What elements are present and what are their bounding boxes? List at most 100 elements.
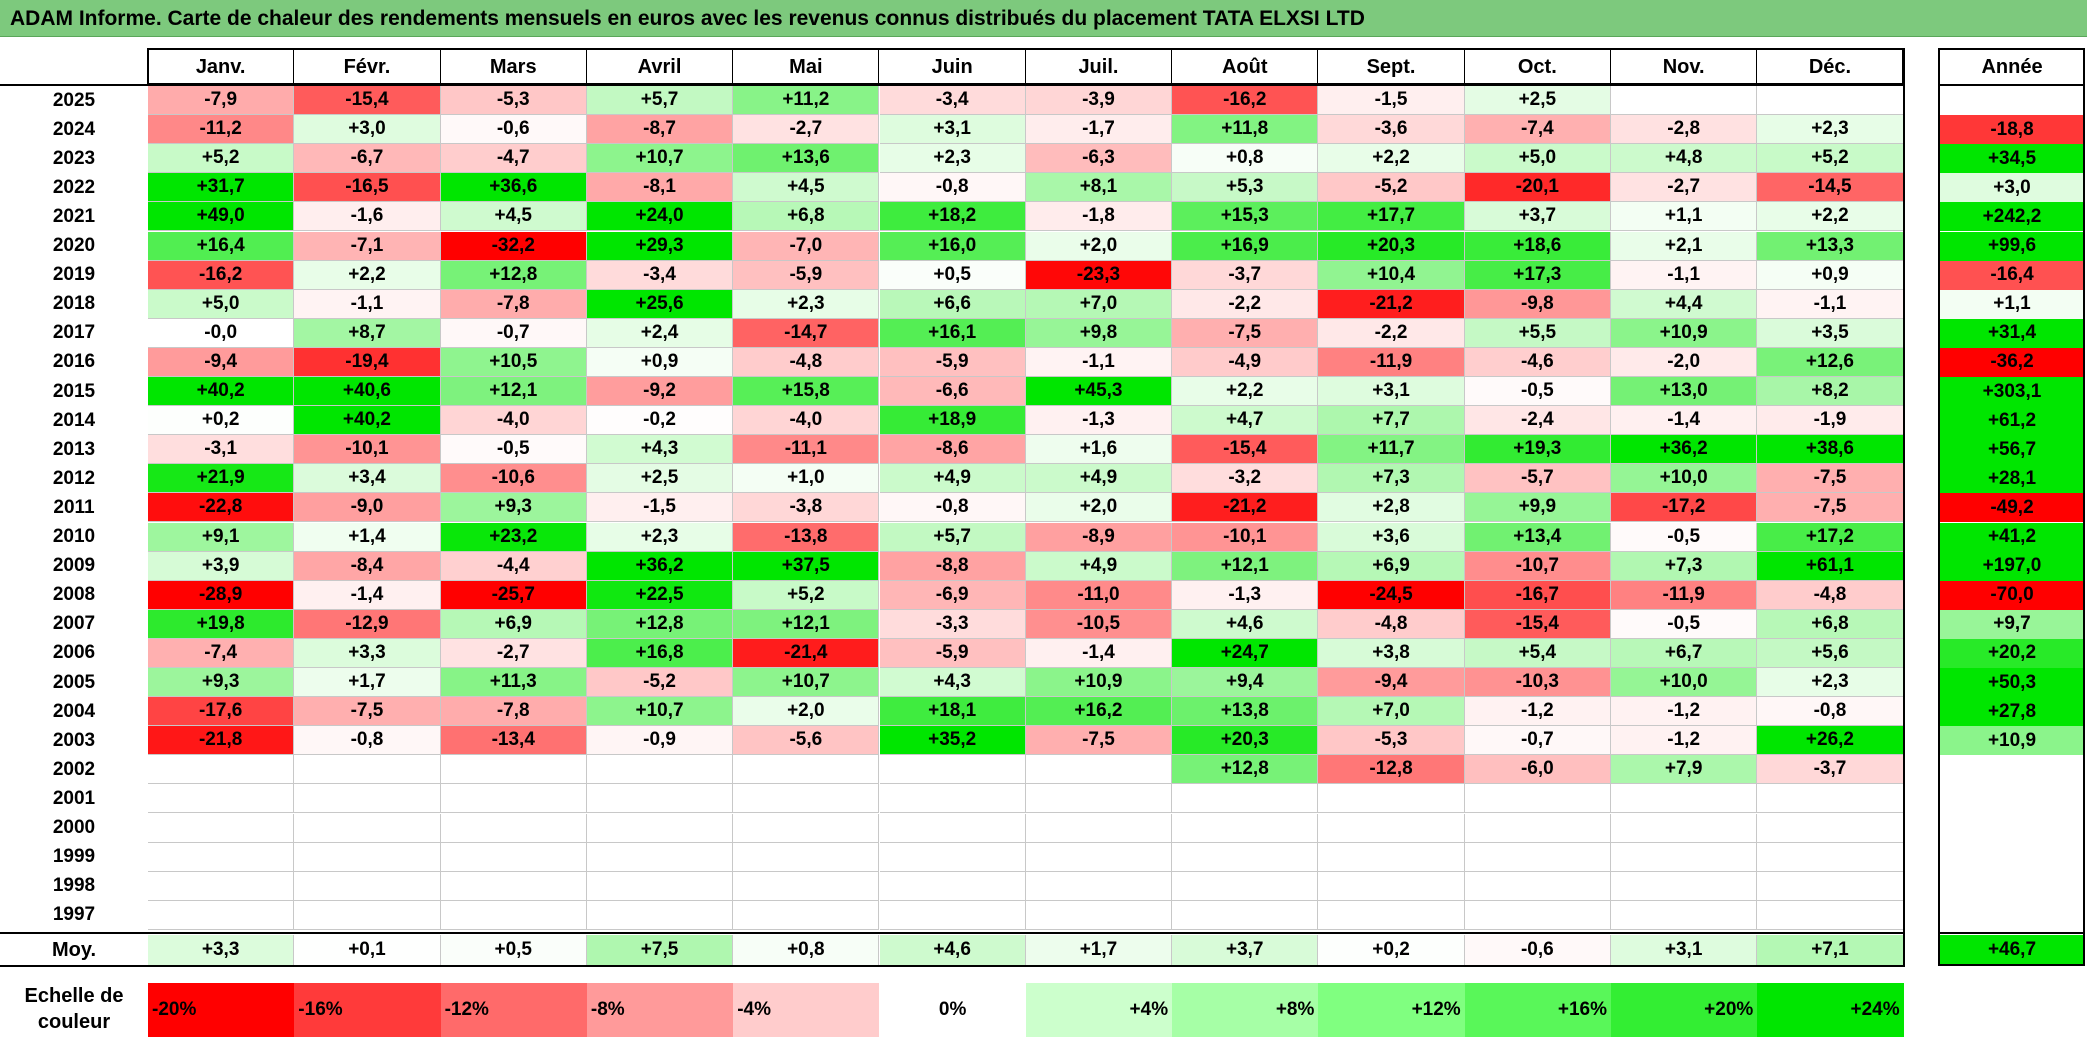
heatmap-cell: +2,3: [1757, 115, 1904, 145]
heatmap-cell: -0,6: [440, 115, 587, 145]
heatmap-cell: +10,9: [1611, 318, 1758, 348]
heatmap-cell: +8,1: [1025, 173, 1173, 203]
heatmap-cell: [1025, 813, 1173, 843]
heatmap-cell: -8,4: [294, 551, 441, 581]
heatmap-cell: -1,9: [1757, 406, 1904, 436]
heatmap-cell: -10,1: [294, 435, 441, 465]
year-label: 2015: [52, 380, 96, 402]
heatmap-cell: [1464, 784, 1611, 814]
heatmap-cell: -0,0: [148, 318, 295, 348]
annual-cell: [1939, 86, 2085, 116]
heatmap-cell: -15,4: [1464, 609, 1611, 639]
heatmap-cell: -11,1: [733, 435, 880, 465]
annual-cell: -16,4: [1939, 260, 2085, 290]
heatmap-cell: +36,2: [1611, 435, 1758, 465]
heatmap-cell: +2,0: [733, 697, 880, 727]
annual-cell: +27,8: [1939, 697, 2085, 727]
year-label: 2024: [52, 118, 96, 140]
heatmap-cell: -0,7: [440, 318, 587, 348]
avg-label: Moy.: [51, 938, 97, 961]
heatmap-cell: -4,7: [440, 144, 587, 174]
color-scale-label: Echelle de couleur: [24, 984, 124, 1033]
month-header: Juil.: [1026, 50, 1173, 84]
heatmap-cell: -2,2: [1172, 289, 1319, 319]
heatmap-cell: -1,5: [586, 493, 734, 523]
heatmap-cell: +12,6: [1757, 347, 1904, 377]
heatmap-cell: -4,6: [1464, 347, 1611, 377]
heatmap-cell: [1172, 813, 1319, 843]
heatmap-cell: [1757, 842, 1904, 872]
heatmap-cell: [294, 871, 441, 901]
heatmap-cell: -0,5: [440, 435, 587, 465]
heatmap-cell: +4,9: [879, 464, 1026, 494]
heatmap-cell: -1,2: [1464, 697, 1611, 727]
heatmap-cell: [1757, 871, 1904, 901]
year-label: 2005: [52, 671, 96, 693]
heatmap-cell: -1,1: [294, 289, 441, 319]
heatmap-cell: +40,2: [294, 406, 441, 436]
avg-cell: +1,7: [1025, 935, 1173, 965]
heatmap-cell: +12,8: [1172, 755, 1319, 785]
heatmap-cell: [1318, 842, 1465, 872]
heatmap-cell: +9,1: [148, 522, 295, 552]
heatmap-cell: [1172, 784, 1319, 814]
heatmap-cell: +11,3: [440, 668, 587, 698]
heatmap-cell: +2,4: [586, 318, 734, 348]
heatmap-cell: +12,1: [1172, 551, 1319, 581]
heatmap-cell: +4,3: [879, 668, 1026, 698]
heatmap-cell: -3,6: [1318, 115, 1465, 145]
annual-cell: -49,2: [1939, 493, 2085, 523]
heatmap-cell: [586, 813, 734, 843]
avg-cell: +4,6: [879, 935, 1026, 965]
heatmap-cell: [733, 842, 880, 872]
title-bar: ADAM Informe. Carte de chaleur des rende…: [0, 0, 2087, 37]
heatmap-cell: -19,4: [294, 347, 441, 377]
annual-cell: +61,2: [1939, 406, 2085, 436]
heatmap-cell: [1464, 900, 1611, 930]
heatmap-cell: -11,9: [1318, 347, 1465, 377]
heatmap-cell: +2,5: [1464, 86, 1611, 116]
annual-cell: +28,1: [1939, 464, 2085, 494]
year-label: 2012: [52, 467, 96, 489]
heatmap-cell: [440, 813, 587, 843]
heatmap-cell: +2,3: [586, 522, 734, 552]
heatmap-cell: -7,8: [440, 289, 587, 319]
heatmap-cell: +7,3: [1611, 551, 1758, 581]
heatmap-cell: +2,8: [1318, 493, 1465, 523]
heatmap-cell: -1,4: [1025, 638, 1173, 668]
heatmap-cell: [1025, 842, 1173, 872]
heatmap-cell: [148, 755, 295, 785]
heatmap-cell: -1,7: [1025, 115, 1173, 145]
heatmap-cell: [440, 784, 587, 814]
avg-cell: +0,8: [733, 935, 880, 965]
heatmap-cell: +4,5: [440, 202, 587, 232]
annual-cell: +3,0: [1939, 173, 2085, 203]
heatmap-cell: +18,9: [879, 406, 1026, 436]
year-label: 2019: [52, 264, 96, 286]
heatmap-cell: [1172, 900, 1319, 930]
year-label: 2017: [52, 322, 96, 344]
month-header: Avril: [587, 50, 734, 84]
annual-cell: +20,2: [1939, 638, 2085, 668]
heatmap-cell: +16,9: [1172, 231, 1319, 261]
year-label: 1998: [52, 875, 96, 897]
heatmap-cell: +1,4: [294, 522, 441, 552]
heatmap-cell: -1,3: [1025, 406, 1173, 436]
heatmap-cell: -5,3: [440, 86, 587, 116]
heatmap-cell: +2,2: [1757, 202, 1904, 232]
heatmap-cell: [879, 900, 1026, 930]
heatmap-cell: +3,1: [879, 115, 1026, 145]
heatmap-cell: [148, 813, 295, 843]
heatmap-cell: -3,4: [586, 260, 734, 290]
heatmap-cell: -1,8: [1025, 202, 1173, 232]
annual-cell: -18,8: [1939, 115, 2085, 145]
heatmap-cell: +12,1: [733, 609, 880, 639]
month-header: Sept.: [1318, 50, 1465, 84]
heatmap-cell: +4,4: [1611, 289, 1758, 319]
heatmap-cell: -9,0: [294, 493, 441, 523]
annual-avg-separator: [1939, 932, 2085, 934]
heatmap-cell: +2,3: [879, 144, 1026, 174]
heatmap-cell: +10,0: [1611, 464, 1758, 494]
heatmap-cell: +8,2: [1757, 377, 1904, 407]
heatmap-cell: [879, 871, 1026, 901]
